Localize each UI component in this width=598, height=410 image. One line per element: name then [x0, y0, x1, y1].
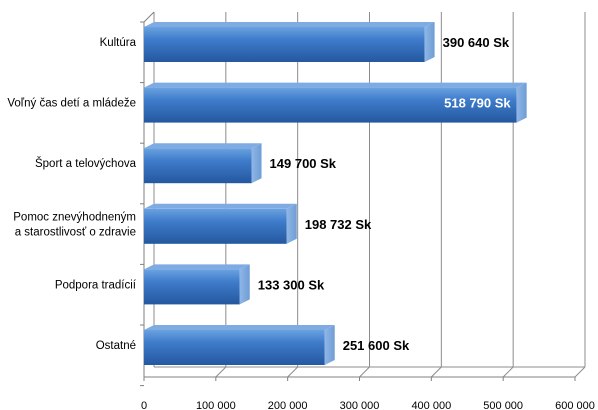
- gridlines: [153, 12, 586, 378]
- bar: [144, 330, 325, 365]
- bar-side-face: [239, 264, 250, 305]
- bar-side-face: [324, 325, 335, 365]
- bars: [144, 22, 527, 365]
- x-tick-label: 100 000: [196, 400, 236, 410]
- category-label: Voľný čas detí a mládeže: [7, 98, 136, 110]
- data-label: 390 640 Sk: [443, 35, 510, 50]
- category-label: Ostatné: [96, 340, 136, 352]
- bar-side-face: [251, 143, 262, 184]
- bar-side-face: [286, 203, 297, 244]
- bar-side-face: [424, 22, 435, 62]
- bar-top-face: [144, 264, 250, 270]
- bar-top-face: [144, 143, 262, 149]
- x-tick-label: 500 000: [483, 400, 523, 410]
- gridline-floor: [215, 366, 227, 378]
- gridline-floor: [502, 366, 514, 378]
- x-tick-label: 0: [141, 400, 147, 410]
- category-label: Podpora tradícií: [55, 279, 137, 291]
- category-labels: Kultúra Voľný čas detí a mládeže Šport a t…: [7, 37, 136, 352]
- bar-top-face: [144, 203, 297, 209]
- category-label: Kultúra: [100, 37, 137, 49]
- data-label: 149 700 Sk: [270, 156, 337, 171]
- bar: [144, 148, 252, 184]
- data-label: 133 300 Sk: [258, 277, 325, 292]
- data-label: 198 732 Sk: [305, 217, 372, 232]
- bar: [144, 208, 287, 244]
- x-tick-labels: 0 100 000 200 000 300 000 400 000 500 000 600 …: [141, 400, 595, 410]
- axes: [140, 11, 576, 387]
- bar-top-face: [144, 82, 527, 88]
- data-labels: 390 640 Sk 518 790 Sk 149 700 Sk 198 732 Sk…: [258, 35, 512, 353]
- bar: [144, 87, 517, 123]
- gridline-floor: [430, 366, 442, 378]
- x-tick-label: 300 000: [340, 400, 380, 410]
- data-label: 251 600 Sk: [343, 338, 410, 353]
- bar: [144, 27, 425, 62]
- bar-top-face: [144, 22, 435, 27]
- bar: [144, 269, 240, 305]
- x-tick-label: 200 000: [268, 400, 308, 410]
- gridline-floor: [359, 366, 370, 378]
- x-tick-label: 600 000: [555, 400, 595, 410]
- x-tick-label: 400 000: [411, 400, 451, 410]
- gridline-floor: [574, 366, 586, 378]
- category-label: Pomoc znevýhodneným a starostlivosť o zdr…: [13, 211, 136, 238]
- category-label: Šport a telovýchova: [35, 157, 137, 170]
- bar-side-face: [516, 82, 527, 123]
- bar-top-face: [144, 325, 335, 330]
- data-label: 518 790 Sk: [444, 96, 511, 111]
- gridline-floor: [287, 366, 299, 378]
- y-axis-top-edge: [143, 11, 155, 23]
